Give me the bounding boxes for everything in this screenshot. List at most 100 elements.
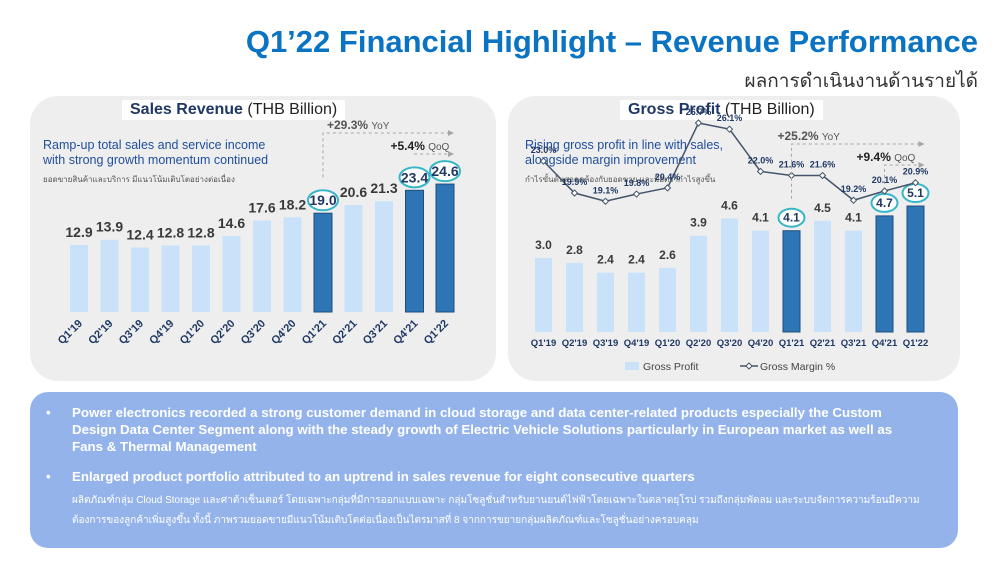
revenue-category-label: Q4'20 (269, 318, 298, 347)
revenue-value-label: 17.6 (248, 199, 275, 215)
gross-profit-category-label: Q3'19 (593, 338, 619, 349)
gross-profit-bar (782, 230, 801, 333)
qoq-label: +9.4% QoQ (857, 150, 916, 164)
revenue-bar (375, 201, 393, 312)
gross-profit-bar (566, 262, 583, 332)
yoy-bracket-line (791, 141, 925, 199)
qoq-value: +9.4% (857, 150, 895, 164)
gross-margin-label: 20.4% (655, 172, 681, 182)
qoq-value: +5.4% (391, 139, 429, 153)
page-title: Q1’22 Financial Highlight – Revenue Perf… (245, 24, 978, 59)
gross-profit-panel: Gross Profit (THB Billion) Rising gross … (508, 96, 960, 381)
sales-revenue-description-line1: Ramp-up total sales and service income (43, 138, 266, 152)
highlight-ring (307, 189, 339, 212)
legend-label-gross-profit: Gross Profit (643, 361, 699, 373)
page-subtitle-thai: ผลการดำเนินงานด้านรายได้ (744, 71, 978, 92)
gross-margin-point (663, 184, 672, 192)
legend-swatch-gross-profit (625, 362, 639, 370)
gross-profit-value-label: 4.1 (845, 211, 862, 225)
gross-profit-category-label: Q3'21 (841, 338, 867, 349)
gross-profit-bar (721, 218, 738, 332)
revenue-bar (405, 189, 424, 313)
gross-profit-value-label: 2.4 (628, 253, 645, 267)
revenue-value-label: 24.6 (431, 163, 458, 179)
gross-margin-label: 21.6% (779, 160, 805, 170)
legend-marker-gross-margin (745, 362, 753, 370)
sales-revenue-chart: 12.9 Q1'19 13.9 Q2'19 12.4 Q3'19 12.8 Q4'19 12.8… (56, 118, 461, 347)
highlight-ring (429, 160, 461, 183)
gross-profit-value-label: 2.8 (566, 243, 583, 257)
revenue-category-label: Q1'22 (422, 318, 451, 347)
gross-margin-label: 26.1% (717, 113, 743, 123)
gross-profit-bar (535, 257, 552, 332)
gross-profit-category-label: Q2'19 (562, 338, 588, 349)
gross-profit-value-label: 2.4 (597, 253, 614, 267)
gross-profit-bar (814, 220, 831, 332)
gross-margin-label: 22.0% (748, 155, 774, 165)
revenue-category-label: Q1'20 (178, 318, 207, 347)
sales-revenue-unit: (THB Billion) (247, 101, 338, 118)
gross-profit-category-label: Q4'19 (624, 338, 650, 349)
highlight-ring (398, 166, 431, 189)
gross-profit-value-label: 4.5 (814, 201, 831, 215)
gross-margin-label: 26.7% (686, 107, 712, 117)
gross-margin-point (880, 187, 889, 195)
gross-profit-title-text: Gross Profit (628, 101, 721, 118)
yoy-label: +25.2% YoY (778, 129, 841, 143)
gross-profit-description-thai: กำไรขั้นต้นสอดคล้องกับยอดขาย และมีอัตราก… (525, 175, 716, 184)
highlight-bullet-2-text: Enlarged product portfolio attributed to… (72, 469, 695, 484)
gross-margin-point (725, 125, 734, 133)
gross-profit-value-label: 2.6 (659, 248, 676, 262)
yoy-value: +25.2% (778, 129, 822, 143)
highlight-ring (777, 207, 806, 228)
gross-profit-value-label: 5.1 (907, 186, 924, 200)
revenue-category-label: Q1'21 (300, 318, 329, 347)
gross-margin-label: 20.9% (903, 167, 929, 177)
gross-profit-bar (628, 272, 645, 332)
legend-label-gross-margin: Gross Margin % (760, 361, 835, 373)
revenue-value-label: 23.4 (401, 169, 428, 185)
yoy-value: +29.3% (327, 118, 371, 132)
revenue-bar (313, 212, 333, 313)
gross-margin-point (539, 157, 548, 165)
gross-profit-value-label: 3.0 (535, 238, 552, 252)
revenue-category-label: Q2'21 (330, 318, 359, 347)
bullet-dot-icon: • (46, 469, 51, 484)
revenue-value-label: 20.6 (340, 184, 367, 200)
yoy-bracket-line (322, 130, 454, 178)
revenue-bar (131, 247, 149, 312)
revenue-bar (100, 239, 119, 312)
gross-profit-value-label: 4.6 (721, 198, 738, 212)
sales-revenue-description: Ramp-up total sales and service income w… (43, 138, 268, 168)
revenue-category-label: Q4'21 (391, 318, 420, 347)
gross-margin-label: 19.9% (562, 177, 588, 187)
gross-profit-description: Rising gross profit in line with sales, … (525, 138, 723, 168)
gross-profit-category-label: Q2'20 (686, 338, 712, 349)
highlight-bullet-2: • Enlarged product portfolio attributed … (46, 468, 922, 485)
yoy-label: +29.3% YoY (327, 118, 390, 132)
gross-margin-point (632, 190, 641, 198)
revenue-category-label: Q2'19 (86, 318, 115, 347)
gross-profit-bar (906, 205, 925, 333)
gross-profit-value-label: 4.1 (783, 211, 800, 225)
revenue-bar (222, 236, 241, 312)
gross-profit-category-label: Q4'20 (748, 338, 774, 349)
bullet-dot-icon: • (46, 405, 51, 420)
gross-margin-point (756, 167, 765, 176)
gross-margin-label: 21.6% (810, 160, 836, 170)
revenue-bar (283, 217, 302, 312)
revenue-category-label: Q4'19 (147, 318, 176, 347)
gross-margin-point (849, 196, 858, 204)
revenue-bar (253, 220, 271, 312)
qoq-label: +5.4% QoQ (391, 139, 450, 153)
revenue-value-label: 18.2 (279, 196, 306, 212)
gross-profit-category-label: Q1'22 (903, 338, 929, 349)
gross-profit-category-label: Q3'20 (717, 338, 743, 349)
gross-profit-value-label: 4.1 (752, 211, 769, 225)
gross-margin-label: 23.0% (531, 145, 557, 155)
gross-margin-point (570, 189, 579, 197)
gross-profit-unit: (THB Billion) (724, 101, 815, 118)
gross-profit-bar (875, 215, 894, 333)
revenue-value-label: 19.0 (309, 192, 336, 208)
gross-profit-category-label: Q1'20 (655, 338, 681, 349)
